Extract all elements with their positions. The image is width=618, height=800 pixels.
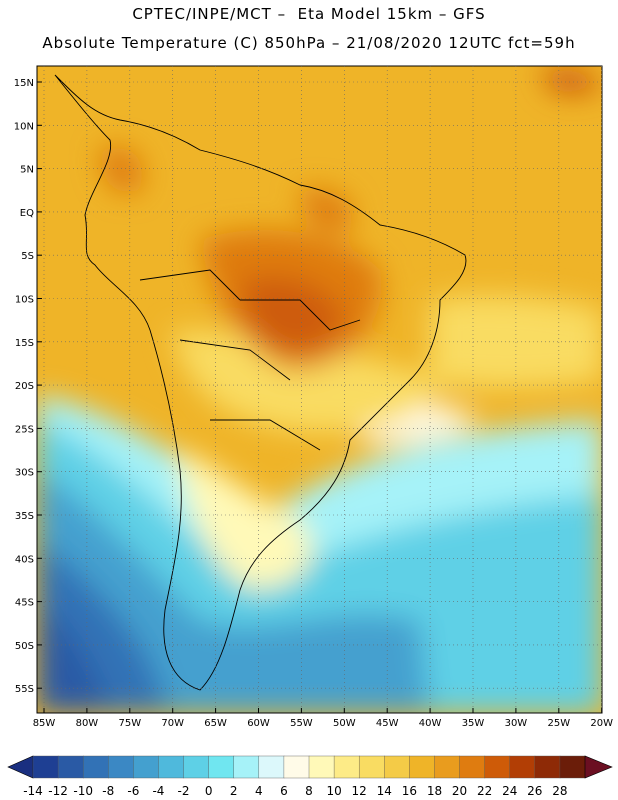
colorbar-swatch xyxy=(57,755,84,779)
colorbar-swatch xyxy=(409,755,435,779)
colorbar-high-arrow xyxy=(584,755,613,779)
colorbar-tick-label: 10 xyxy=(326,784,341,798)
lon-label: 85W xyxy=(33,718,56,729)
colorbar-tick-label: 20 xyxy=(452,784,467,798)
colorbar-swatch xyxy=(459,755,486,779)
colorbar xyxy=(7,755,613,779)
longitude-labels: 85W 80W 75W 70W 65W 60W 55W 50W 45W 40W 35W 30W 25W 2… xyxy=(33,718,613,729)
colorbar-swatch xyxy=(308,755,335,779)
lat-label: 5N xyxy=(20,165,34,176)
colorbar-tick-label: -14 xyxy=(23,784,43,798)
lon-label: 75W xyxy=(118,718,141,729)
colorbar-swatch xyxy=(358,755,385,779)
lon-label: 40W xyxy=(419,718,442,729)
lon-label: 50W xyxy=(333,718,356,729)
title-line-2: Absolute Temperature (C) 850hPa – 21/08/… xyxy=(42,34,576,52)
lon-label: 45W xyxy=(376,718,399,729)
colorbar-swatch xyxy=(233,755,260,779)
colorbar-tick-label: -12 xyxy=(48,784,68,798)
lon-label: 25W xyxy=(547,718,570,729)
colorbar-swatch xyxy=(158,755,185,779)
lat-label: 15S xyxy=(15,338,34,349)
lon-label: 20W xyxy=(590,718,613,729)
lat-label: 10S xyxy=(15,295,34,306)
lat-label: 15N xyxy=(14,78,34,89)
colorbar-swatch xyxy=(559,755,586,779)
lon-label: 65W xyxy=(204,718,227,729)
colorbar-swatch xyxy=(434,755,461,779)
colorbar-tick-label: 2 xyxy=(230,784,238,798)
colorbar-tick-label: 8 xyxy=(305,784,313,798)
lat-label: 55S xyxy=(15,684,34,695)
colorbar-swatch xyxy=(32,755,59,779)
colorbar-swatch xyxy=(283,755,310,779)
colorbar-tick-label: -6 xyxy=(127,784,139,798)
colorbar-swatch xyxy=(183,755,210,779)
colorbar-swatch xyxy=(384,755,410,779)
title-line-1: CPTEC/INPE/MCT – Eta Model 15km – GFS xyxy=(132,5,486,23)
lat-label: 45S xyxy=(15,598,34,609)
colorbar-tick-label: -2 xyxy=(178,784,190,798)
lat-label: 50S xyxy=(15,641,34,652)
lon-label: 35W xyxy=(462,718,485,729)
colorbar-tick-label: 18 xyxy=(427,784,442,798)
colorbar-tick-label: 4 xyxy=(255,784,263,798)
colorbar-tick-label: 24 xyxy=(502,784,517,798)
lat-label: EQ xyxy=(20,208,34,219)
graticule xyxy=(37,66,603,713)
colorbar-swatch xyxy=(108,755,134,779)
lat-label: 40S xyxy=(15,554,34,565)
colorbar-swatch xyxy=(208,755,235,779)
colorbar-swatch xyxy=(333,755,360,779)
colorbar-tick-label: -4 xyxy=(152,784,164,798)
lon-label: 80W xyxy=(76,718,99,729)
colorbar-tick-label: 6 xyxy=(280,784,288,798)
colorbar-tick-label: -10 xyxy=(73,784,93,798)
colorbar-tick-label: 22 xyxy=(477,784,492,798)
colorbar-tick-label: 14 xyxy=(377,784,392,798)
lat-label: 30S xyxy=(15,468,34,479)
colorbar-swatch xyxy=(509,755,536,779)
latitude-labels: 15N 10N 5N EQ 5S 10S 15S 20S 25S 30S 35S 40S 45S 50S 5… xyxy=(14,78,34,695)
lon-label: 30W xyxy=(505,718,528,729)
lat-label: 25S xyxy=(15,424,34,435)
lon-label: 60W xyxy=(247,718,270,729)
colorbar-tick-label: 26 xyxy=(527,784,542,798)
colorbar-swatch xyxy=(258,755,285,779)
lon-label: 55W xyxy=(290,718,313,729)
lat-label: 20S xyxy=(15,381,34,392)
temperature-field xyxy=(37,66,602,713)
colorbar-tick-labels: -14 -12 -10 -8 -6 -4 -2 0 2 4 6 8 10 12 14 16 18 20 22 24 26… xyxy=(23,784,567,798)
colorbar-swatch xyxy=(82,755,109,779)
lat-label: 10N xyxy=(14,121,34,132)
map-frame xyxy=(36,65,603,714)
colorbar-tick-label: -8 xyxy=(102,784,114,798)
lat-label: 35S xyxy=(15,511,34,522)
colorbar-tick-label: 16 xyxy=(402,784,417,798)
colorbar-tick-label: 28 xyxy=(552,784,567,798)
colorbar-tick-label: 12 xyxy=(352,784,367,798)
lon-label: 70W xyxy=(161,718,184,729)
lat-label: 5S xyxy=(21,251,34,262)
colorbar-swatch xyxy=(484,755,511,779)
colorbar-swatch xyxy=(133,755,159,779)
colorbar-swatch xyxy=(534,755,561,779)
colorbar-low-arrow xyxy=(7,755,34,779)
colorbar-tick-label: 0 xyxy=(205,784,213,798)
